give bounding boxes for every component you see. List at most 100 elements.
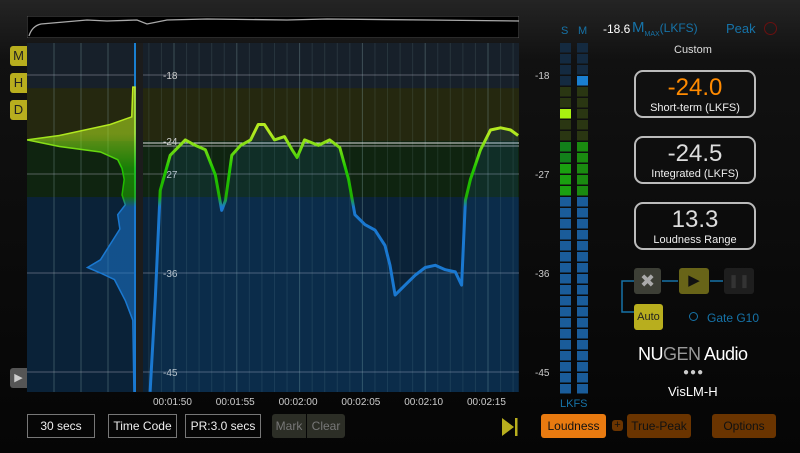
meter-segment bbox=[560, 142, 571, 152]
meter-m-label: M bbox=[578, 25, 587, 37]
auto-button[interactable]: Auto bbox=[634, 304, 663, 330]
meter-segment bbox=[560, 186, 571, 196]
time-mode-button[interactable]: Time Code bbox=[108, 414, 177, 438]
meter-scale-label: -36 bbox=[535, 269, 550, 280]
meter-segment bbox=[560, 65, 571, 75]
mmax-value: -18.6 bbox=[603, 22, 631, 36]
time-tick-label: 00:01:50 bbox=[153, 397, 192, 408]
scale-label: -45 bbox=[163, 368, 178, 379]
mode-m-button[interactable]: M bbox=[10, 46, 27, 66]
scale-label: -27 bbox=[163, 170, 178, 181]
meter-segment bbox=[560, 373, 571, 383]
meter-segment bbox=[577, 285, 588, 295]
options-button[interactable]: Options bbox=[712, 414, 776, 438]
integrated-label: Integrated (LKFS) bbox=[651, 168, 739, 180]
skip-to-end-icon[interactable] bbox=[502, 418, 518, 436]
meter-segment bbox=[560, 208, 571, 218]
meter-segment bbox=[577, 362, 588, 372]
meter-segment bbox=[560, 285, 571, 295]
meter-segment bbox=[560, 153, 571, 163]
mode-h-button[interactable]: H bbox=[10, 73, 27, 93]
meter-segment bbox=[560, 87, 571, 97]
mark-button[interactable]: Mark bbox=[272, 414, 306, 438]
loudness-button[interactable]: Loudness bbox=[541, 414, 606, 438]
histogram-area bbox=[27, 86, 136, 392]
integrated-readout: -24.5 Integrated (LKFS) bbox=[634, 136, 756, 184]
meter-segment bbox=[577, 252, 588, 262]
scale-label: -36 bbox=[163, 269, 178, 280]
meter-segment bbox=[577, 87, 588, 97]
loudness-graph[interactable]: -18-24-27-36-45 bbox=[27, 43, 519, 392]
meter-segment bbox=[560, 98, 571, 108]
meter-segment bbox=[577, 120, 588, 130]
mmax-unit: (LKFS) bbox=[659, 21, 698, 35]
meter-segment bbox=[560, 175, 571, 185]
meter-segment bbox=[577, 197, 588, 207]
meter-segment bbox=[560, 120, 571, 130]
meter-segment bbox=[577, 274, 588, 284]
reset-button[interactable]: ✖ bbox=[634, 268, 661, 294]
meter-segment bbox=[577, 318, 588, 328]
peak-label: Peak bbox=[726, 21, 756, 36]
preset-label[interactable]: Custom bbox=[674, 44, 712, 56]
play-icon: ▶ bbox=[688, 272, 700, 289]
time-tick-label: 00:01:55 bbox=[215, 397, 255, 408]
meter-segment bbox=[577, 219, 588, 229]
loudness-area bbox=[150, 124, 519, 392]
overview-strip[interactable] bbox=[27, 16, 519, 38]
meter-segment bbox=[577, 373, 588, 383]
play-side-button[interactable]: ▶ bbox=[10, 368, 27, 388]
meter-scale-label: -27 bbox=[535, 170, 550, 181]
gate-radio-icon[interactable] bbox=[689, 312, 698, 321]
meter-segment bbox=[577, 186, 588, 196]
play-button[interactable]: ▶ bbox=[679, 268, 709, 294]
meter-segment bbox=[577, 76, 588, 86]
meter-segment bbox=[560, 384, 571, 394]
time-tick-label: 00:02:10 bbox=[404, 397, 444, 408]
meter-segment bbox=[577, 142, 588, 152]
mode-d-button[interactable]: D bbox=[10, 100, 27, 120]
meter-segment bbox=[560, 197, 571, 207]
brand-nu: NU bbox=[638, 344, 664, 364]
gate-label[interactable]: Gate G10 bbox=[707, 311, 760, 325]
meter-segment bbox=[560, 252, 571, 262]
pr-button[interactable]: PR:3.0 secs bbox=[185, 414, 261, 438]
meter-segment bbox=[577, 43, 588, 53]
add-button[interactable]: + bbox=[612, 420, 623, 431]
meter-segment bbox=[560, 241, 571, 251]
meter-segment bbox=[560, 351, 571, 361]
meter-segment bbox=[560, 274, 571, 284]
meter-segment bbox=[577, 296, 588, 306]
meter-s-label: S bbox=[561, 25, 568, 37]
meter-segment bbox=[577, 153, 588, 163]
clear-button[interactable]: Clear bbox=[307, 414, 345, 438]
peak-indicator-icon[interactable] bbox=[764, 22, 777, 35]
loudness-range-label: Loudness Range bbox=[653, 234, 737, 246]
meter-segment bbox=[577, 241, 588, 251]
meter-segment bbox=[577, 131, 588, 141]
meter-segment bbox=[577, 340, 588, 350]
meter-unit-label: LKFS bbox=[560, 398, 588, 410]
loudness-range-readout: 13.3 Loudness Range bbox=[634, 202, 756, 250]
true-peak-button[interactable]: True-Peak bbox=[627, 414, 691, 438]
meter-segment bbox=[577, 230, 588, 240]
meter-segment bbox=[560, 263, 571, 273]
meter-segment bbox=[560, 307, 571, 317]
meter-scale-label: -45 bbox=[535, 368, 550, 379]
meter-scale-label: -18 bbox=[535, 71, 550, 82]
meter-segment bbox=[577, 208, 588, 218]
graph-divider bbox=[135, 43, 143, 392]
short-term-readout: -24.0 Short-term (LKFS) bbox=[634, 70, 756, 118]
short-term-value: -24.0 bbox=[667, 74, 723, 101]
short-term-label: Short-term (LKFS) bbox=[650, 102, 740, 114]
mmax-label: MMAX(LKFS) bbox=[632, 19, 698, 38]
meter-segment bbox=[577, 109, 588, 119]
time-range-button[interactable]: 30 secs bbox=[27, 414, 95, 438]
meter-segment bbox=[560, 131, 571, 141]
product-name: VisLM-H bbox=[668, 384, 718, 399]
meter-segment bbox=[577, 384, 588, 394]
meter-segment bbox=[560, 109, 571, 119]
pause-button[interactable]: ❚❚ bbox=[724, 268, 754, 294]
meter-segment bbox=[560, 219, 571, 229]
meter-segment bbox=[560, 164, 571, 174]
